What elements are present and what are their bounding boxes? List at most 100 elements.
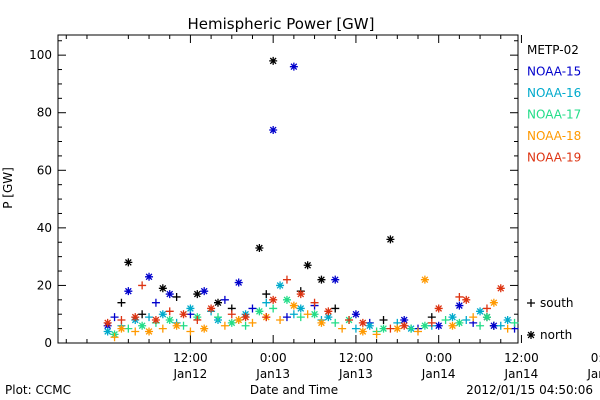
point-metp-02-north: [269, 56, 278, 65]
marker-legend-label: south: [540, 296, 574, 310]
y-tick-label: 80: [37, 106, 52, 120]
point-noaa-15-north: [455, 301, 464, 310]
x-tick-time-label: 0:00: [425, 351, 452, 365]
legend-north-marker: [527, 331, 535, 339]
point-noaa-16-north: [503, 315, 512, 324]
point-metp-02-north: [255, 244, 264, 253]
point-noaa-19-north: [151, 315, 160, 324]
x-tick-time-label: 0:00: [260, 351, 287, 365]
point-noaa-18-south: [414, 327, 422, 336]
point-noaa-18-north: [172, 321, 181, 330]
point-metp-02-north: [317, 275, 326, 284]
point-noaa-17-north: [310, 310, 319, 319]
point-noaa-19-north: [434, 304, 443, 313]
point-noaa-17-north: [282, 295, 291, 304]
x-tick-date-label: Jan13: [255, 367, 290, 381]
point-noaa-18-north: [117, 324, 126, 333]
x-tick-time-label: 0:00: [591, 351, 600, 365]
point-noaa-16-south: [262, 298, 271, 307]
point-noaa-19-south: [227, 310, 236, 319]
point-noaa-18-north: [420, 275, 429, 284]
point-metp-02-south: [262, 290, 271, 299]
point-noaa-15-south: [248, 304, 257, 313]
legend-entry: NOAA-18: [527, 129, 581, 143]
point-noaa-18-south: [110, 333, 119, 342]
point-noaa-19-south: [193, 315, 202, 324]
data-points: [103, 56, 519, 342]
point-noaa-19-south: [138, 281, 147, 290]
point-noaa-18-south: [131, 327, 140, 336]
point-noaa-19-south: [117, 315, 126, 324]
point-noaa-17-south: [241, 321, 250, 330]
point-noaa-16-north: [276, 281, 285, 290]
legend-entry: METP-02: [527, 43, 579, 57]
point-noaa-15-north: [331, 275, 340, 284]
point-noaa-17-south: [296, 313, 305, 322]
point-noaa-15-south: [110, 313, 119, 322]
x-tick-date-label: Jan12: [173, 367, 208, 381]
point-noaa-15-south: [151, 298, 160, 307]
point-noaa-19-south: [386, 324, 395, 333]
point-noaa-17-south: [407, 324, 416, 333]
point-noaa-18-north: [289, 301, 298, 310]
point-noaa-17-north: [455, 318, 464, 327]
point-metp-02-north: [386, 235, 395, 244]
point-noaa-16-south: [462, 315, 471, 324]
x-tick-time-label: 12:00: [173, 351, 208, 365]
point-noaa-19-north: [131, 313, 140, 322]
point-noaa-19-north: [207, 304, 216, 313]
point-metp-02-south: [172, 292, 181, 301]
point-noaa-19-south: [345, 315, 354, 324]
point-noaa-18-north: [358, 327, 367, 336]
plot-frame: [57, 34, 519, 344]
y-tick-label: 0: [44, 336, 52, 350]
point-metp-02-north: [303, 261, 312, 270]
point-noaa-16-south: [289, 310, 298, 319]
point-noaa-18-south: [220, 321, 229, 330]
point-metp-02-south: [117, 298, 126, 307]
point-noaa-19-south: [310, 298, 319, 307]
point-noaa-15-north: [234, 278, 243, 287]
point-noaa-19-north: [241, 313, 250, 322]
point-noaa-18-north: [145, 327, 154, 336]
point-noaa-18-north: [489, 298, 498, 307]
legend-entry: NOAA-15: [527, 65, 581, 79]
point-noaa-19-north: [179, 310, 188, 319]
point-noaa-17-north: [138, 321, 147, 330]
x-tick-date-label: Jan15: [586, 367, 600, 381]
point-metp-02-north: [214, 298, 222, 307]
point-noaa-17-north: [255, 307, 264, 316]
y-tick-label: 100: [29, 48, 52, 62]
point-noaa-19-north: [358, 318, 367, 327]
point-metp-02-north: [158, 284, 167, 293]
point-noaa-18-north: [200, 324, 209, 333]
point-noaa-18-south: [503, 324, 512, 333]
point-noaa-17-south: [214, 313, 222, 322]
x-tick-date-label: Jan14: [504, 367, 539, 381]
legend-entry: NOAA-17: [527, 108, 581, 122]
point-noaa-19-north: [269, 295, 278, 304]
point-noaa-19-south: [427, 318, 436, 327]
point-metp-02-south: [331, 304, 340, 313]
point-noaa-18-south: [469, 313, 478, 322]
marker-legend-label: north: [540, 328, 572, 342]
point-noaa-16-north: [158, 310, 167, 319]
chart-title: Hemispheric Power [GW]: [188, 15, 375, 33]
point-noaa-16-north: [448, 313, 457, 322]
point-metp-02-south: [138, 310, 147, 319]
point-noaa-18-north: [448, 321, 457, 330]
point-noaa-19-south: [165, 307, 174, 316]
point-noaa-19-south: [482, 304, 491, 313]
point-noaa-19-south: [282, 275, 291, 284]
point-noaa-19-south: [455, 292, 464, 301]
point-noaa-15-north: [400, 315, 409, 324]
point-noaa-15-north: [351, 310, 360, 319]
legend: METP-02 NOAA-15 NOAA-16 NOAA-17 NOAA-18 NOAA-…: [527, 43, 581, 165]
point-noaa-18-south: [303, 310, 312, 319]
point-noaa-16-north: [186, 304, 195, 313]
point-noaa-19-south: [262, 313, 271, 322]
point-noaa-15-north: [434, 321, 443, 330]
point-noaa-18-south: [248, 318, 257, 327]
point-metp-02-north: [124, 258, 133, 267]
